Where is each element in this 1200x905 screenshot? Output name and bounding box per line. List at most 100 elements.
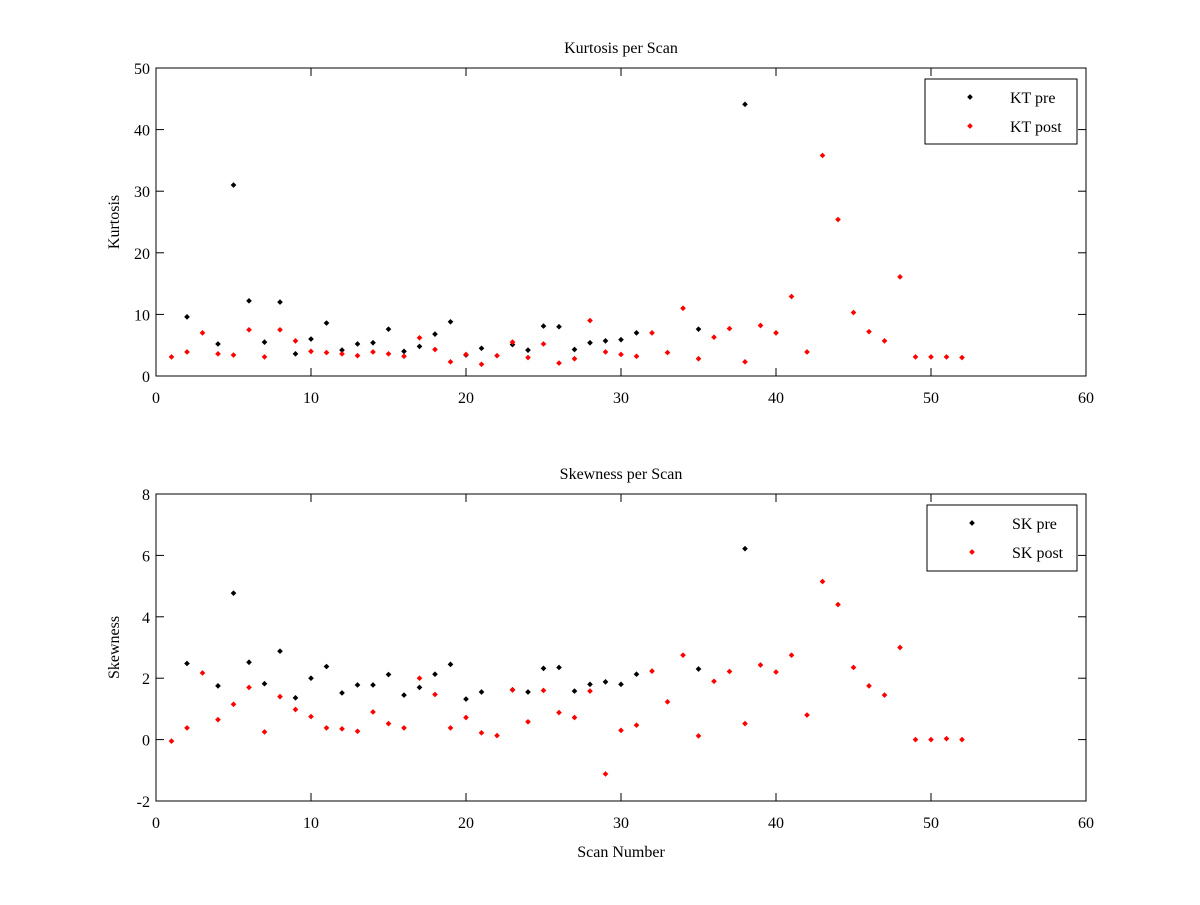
data-point: [370, 339, 376, 346]
data-point: [230, 352, 237, 358]
data-point: [463, 714, 469, 721]
data-point: [323, 320, 330, 326]
data-point: [804, 712, 810, 718]
data-point: [540, 687, 547, 694]
data-point: [184, 660, 190, 667]
data-point: [354, 341, 361, 347]
data-point: [292, 338, 299, 344]
y-tick-label: -2: [137, 794, 150, 811]
data-point: [633, 330, 640, 336]
data-point: [695, 666, 702, 672]
chart-title: Skewness per Scan: [560, 466, 683, 483]
legend-label: KT post: [1010, 119, 1062, 136]
data-point: [866, 328, 872, 335]
data-point: [478, 361, 485, 368]
data-point: [773, 330, 779, 336]
data-point: [912, 736, 919, 743]
data-point: [199, 670, 206, 676]
legend-box: [924, 78, 1078, 145]
data-point: [261, 680, 268, 687]
data-point: [525, 689, 531, 695]
data-point: [339, 347, 345, 353]
data-point: [819, 578, 826, 585]
data-point: [385, 720, 392, 727]
data-point: [215, 350, 221, 357]
chart-panel-1: 0 10 20 30 40 50 60 0 10 20 30 40 50 Kurtosis per Sca…: [106, 40, 1094, 407]
data-point: [184, 349, 190, 355]
data-point: [416, 675, 423, 682]
series-1: [184, 545, 748, 702]
legend-marker: [967, 123, 973, 129]
data-point: [602, 679, 609, 685]
x-tick-label: 0: [152, 815, 160, 832]
y-tick-label: 40: [134, 123, 150, 140]
data-point: [928, 736, 934, 743]
data-point: [912, 354, 919, 360]
data-point: [447, 318, 454, 325]
data-point: [540, 665, 547, 672]
data-point: [602, 349, 609, 355]
data-point: [230, 182, 237, 188]
data-point: [850, 664, 857, 671]
data-point: [323, 349, 330, 356]
data-point: [726, 325, 733, 332]
data-point: [742, 101, 748, 108]
x-tick-label: 30: [613, 390, 629, 407]
legend-label: SK pre: [1012, 516, 1057, 533]
data-point: [819, 152, 826, 159]
data-point: [897, 644, 903, 651]
plot-area: [155, 493, 1087, 802]
data-point: [478, 730, 485, 736]
data-point: [571, 714, 578, 721]
data-point: [556, 709, 562, 716]
data-point: [788, 652, 795, 659]
data-point: [261, 729, 268, 735]
data-point: [385, 326, 392, 333]
data-point: [525, 347, 531, 353]
data-point: [897, 273, 903, 280]
data-point: [432, 346, 438, 353]
y-tick-label: 4: [142, 610, 150, 627]
data-point: [401, 348, 407, 355]
y-axis-label: Skewness: [106, 616, 123, 679]
data-point: [633, 671, 640, 678]
y-tick-label: 50: [134, 61, 150, 78]
data-point: [742, 545, 748, 552]
x-tick-label: 60: [1078, 815, 1094, 832]
data-point: [416, 334, 423, 341]
data-point: [401, 725, 407, 731]
data-point: [339, 726, 345, 732]
data-point: [215, 341, 221, 347]
y-tick-label: 2: [142, 671, 150, 688]
chart-title: Kurtosis per Scan: [564, 40, 678, 57]
data-point: [478, 689, 485, 695]
data-point: [649, 668, 655, 674]
data-point: [478, 345, 485, 352]
data-point: [447, 359, 454, 365]
data-point: [215, 683, 221, 689]
data-point: [184, 725, 190, 731]
data-point: [401, 692, 407, 698]
y-tick-label: 6: [142, 548, 150, 565]
legend-marker: [969, 549, 975, 555]
data-point: [447, 661, 454, 668]
data-point: [277, 299, 283, 305]
data-point: [432, 331, 438, 337]
x-tick-label: 50: [923, 815, 939, 832]
data-point: [571, 355, 578, 362]
y-tick-label: 0: [142, 733, 150, 750]
data-point: [385, 350, 392, 357]
data-point: [230, 701, 237, 708]
data-point: [525, 718, 531, 725]
data-point: [556, 360, 562, 366]
data-point: [494, 732, 500, 739]
data-point: [587, 339, 593, 346]
series-2: [168, 152, 965, 368]
data-point: [881, 338, 888, 344]
x-tick-label: 0: [152, 390, 160, 407]
data-point: [447, 725, 454, 731]
data-point: [432, 671, 438, 678]
data-point: [943, 354, 950, 360]
